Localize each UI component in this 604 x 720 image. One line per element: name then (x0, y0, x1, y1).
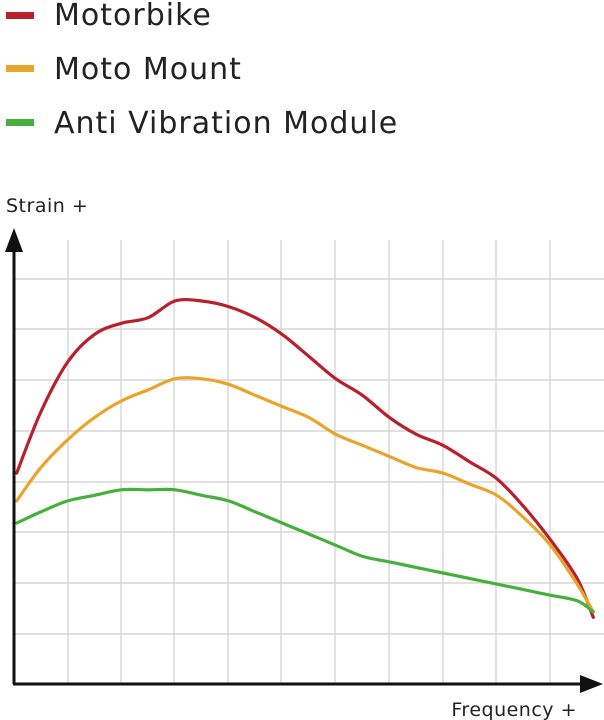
series-line-moto-mount (15, 376, 595, 614)
axes (5, 228, 603, 693)
legend-item-moto-mount: Moto Mount (6, 52, 242, 87)
legend-item-motorbike: Motorbike (6, 0, 212, 33)
legend-item-anti-vibration-module: Anti Vibration Module (6, 106, 398, 141)
legend-swatch-moto-mount (6, 65, 34, 72)
legend: Motorbike Moto Mount Anti Vibration Modu… (6, 0, 398, 141)
grid (14, 240, 604, 684)
x-axis-label: Frequency + (451, 699, 577, 720)
series-line-anti-vibration-module (15, 487, 595, 614)
legend-label-motorbike: Motorbike (54, 0, 212, 33)
legend-label-moto-mount: Moto Mount (54, 52, 242, 87)
series-line-motorbike (15, 297, 595, 619)
legend-swatch-anti-vibration-module (6, 119, 34, 126)
y-axis-label: Strain + (6, 195, 88, 217)
legend-label-anti-vibration-module: Anti Vibration Module (54, 106, 398, 141)
x-axis-arrow-icon (580, 675, 603, 693)
y-axis-arrow-icon (5, 228, 23, 252)
series-lines (15, 297, 595, 619)
legend-swatch-motorbike (6, 12, 34, 19)
